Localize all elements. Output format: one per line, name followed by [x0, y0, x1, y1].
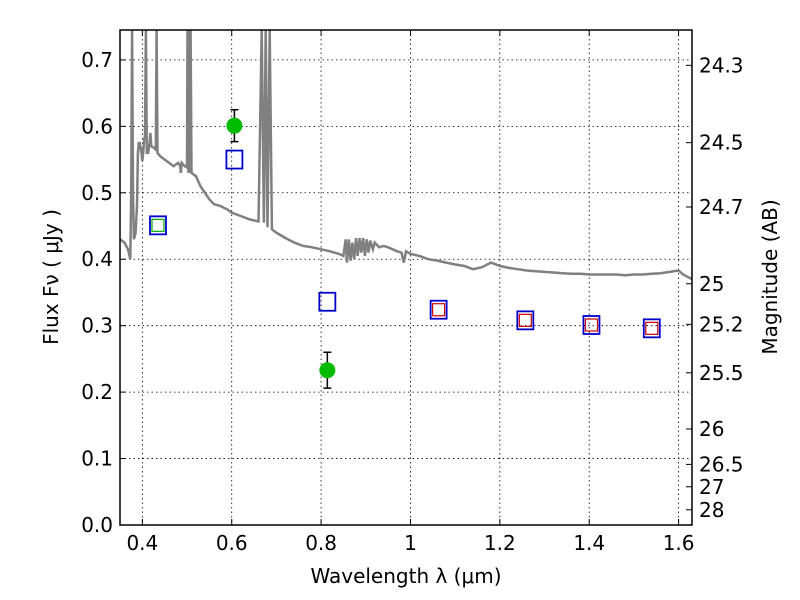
mag-tick-label: 28 — [699, 498, 724, 522]
template-square-marker — [518, 313, 532, 327]
template-square-marker — [151, 218, 165, 232]
y-axis-title: Flux Fν ( μJy ) — [39, 209, 63, 345]
y-tick-label: 0.2 — [81, 380, 113, 404]
template-square-marker — [432, 303, 446, 317]
y-tick-label: 0.1 — [81, 447, 113, 471]
template-square-marker — [645, 321, 659, 335]
plot-frame — [119, 29, 693, 526]
mag-tick-label: 24.3 — [699, 53, 744, 77]
model-square-marker — [516, 310, 535, 331]
observed-point-marker — [319, 362, 336, 379]
y-axis-right-title: Magnitude (AB) — [758, 199, 782, 354]
mag-tick-label: 25.2 — [699, 312, 744, 336]
grid-layer — [120, 30, 692, 526]
x-tick-label: 1 — [404, 531, 417, 555]
mag-tick-label: 27 — [699, 475, 724, 499]
mag-tick-label: 25.5 — [699, 361, 744, 385]
mag-tick-label: 24.7 — [699, 195, 744, 219]
mag-tick-label: 26.5 — [699, 452, 744, 476]
model-square-marker — [318, 291, 337, 312]
model-square-marker — [582, 315, 601, 335]
template-spectrum-line — [120, 30, 692, 281]
x-tick-label: 0.8 — [305, 531, 337, 555]
observed-point-marker — [226, 117, 243, 134]
x-tick-label: 1.2 — [484, 531, 516, 555]
y-tick-label: 0.3 — [81, 314, 113, 338]
model-square-marker — [642, 318, 661, 339]
x-tick-label: 1.6 — [663, 531, 695, 555]
x-axis-title: Wavelength λ (μm) — [310, 564, 501, 588]
y-tick-label: 0.0 — [81, 513, 113, 537]
y-tick-label: 0.5 — [81, 181, 113, 205]
mag-tick-label: 25 — [699, 272, 724, 296]
y-tick-label: 0.6 — [81, 114, 113, 138]
y-tick-label: 0.4 — [81, 247, 113, 271]
plot-layer — [120, 30, 692, 389]
model-square-marker — [429, 299, 448, 320]
x-tick-label: 0.4 — [126, 531, 158, 555]
model-square-marker — [225, 149, 244, 170]
x-tick-label: 0.6 — [216, 531, 248, 555]
mag-tick-label: 26 — [699, 417, 724, 441]
ticks-layer: 0.4 0.6 0.8 1 1.2 1.4 1.6 0.0 0.1 0.2 0.3 0.4 0.5 0.6… — [81, 30, 744, 555]
template-square-marker — [584, 318, 599, 332]
mag-tick-label: 24.5 — [699, 131, 744, 155]
x-tick-label: 1.4 — [573, 531, 605, 555]
y-tick-label: 0.7 — [81, 48, 113, 72]
model-square-marker — [149, 215, 167, 236]
